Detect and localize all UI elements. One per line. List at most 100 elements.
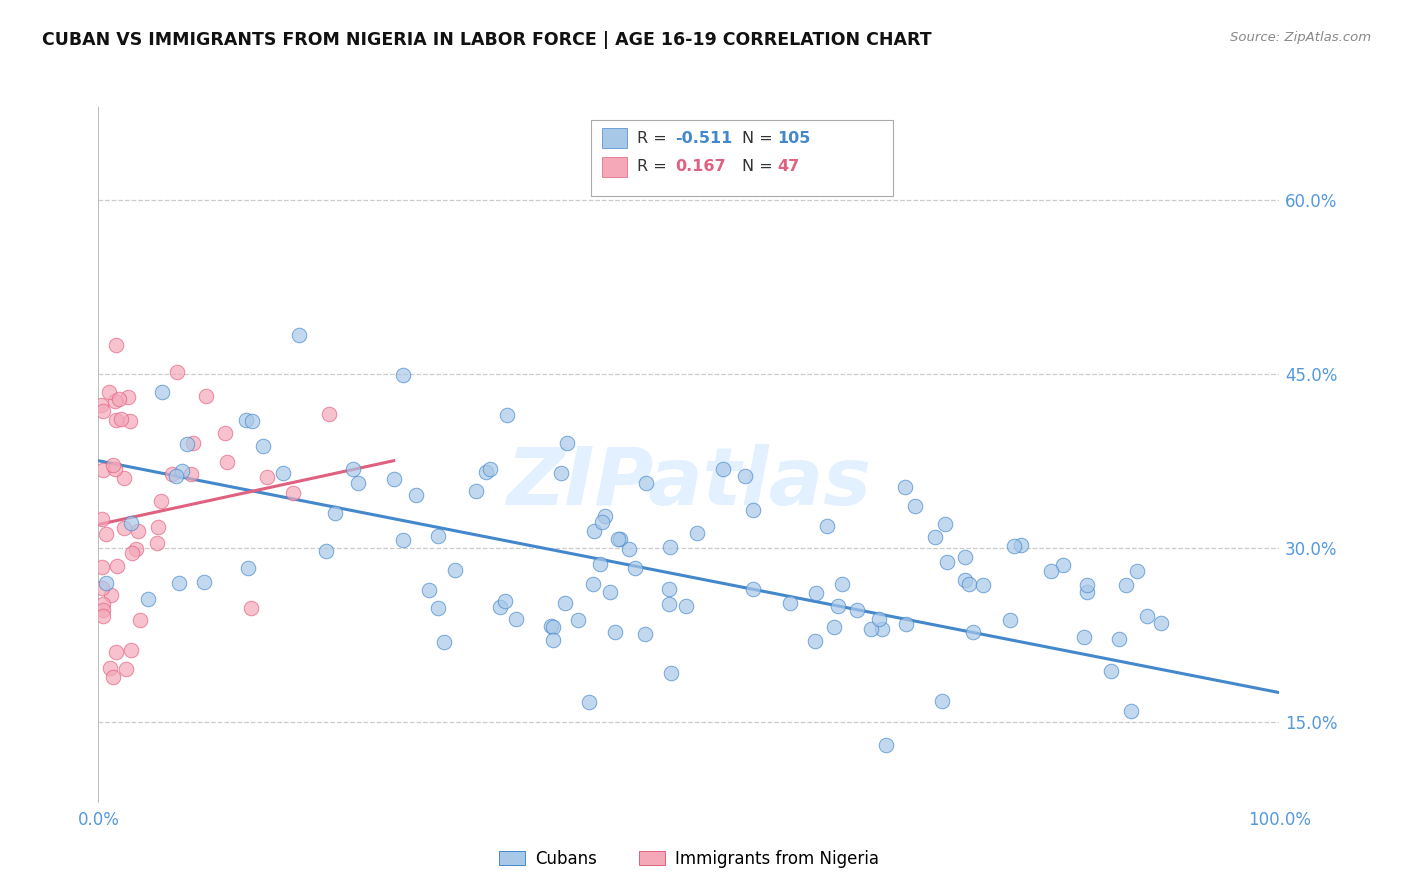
Point xyxy=(1039,564,1062,578)
Point xyxy=(495,408,517,422)
Point xyxy=(104,393,127,408)
Point xyxy=(845,603,868,617)
Point xyxy=(870,622,893,636)
Point xyxy=(658,597,681,611)
Point xyxy=(931,694,953,708)
Point xyxy=(894,480,917,494)
Point xyxy=(96,527,118,541)
Point xyxy=(91,603,114,617)
Point xyxy=(540,619,562,633)
Point xyxy=(240,414,263,428)
Text: ZIPatlas: ZIPatlas xyxy=(506,443,872,522)
Point xyxy=(215,455,238,469)
Point xyxy=(464,483,486,498)
Point xyxy=(924,529,946,543)
Text: R =: R = xyxy=(637,131,666,145)
Text: CUBAN VS IMMIGRANTS FROM NIGERIA IN LABOR FORCE | AGE 16-19 CORRELATION CHART: CUBAN VS IMMIGRANTS FROM NIGERIA IN LABO… xyxy=(42,31,932,49)
Text: -0.511: -0.511 xyxy=(675,131,733,145)
Point xyxy=(117,390,139,404)
Point xyxy=(315,544,337,558)
Legend: Cubans, Immigrants from Nigeria: Cubans, Immigrants from Nigeria xyxy=(492,843,886,874)
Point xyxy=(658,582,681,596)
Point xyxy=(675,599,697,614)
Point xyxy=(1076,578,1098,592)
Point xyxy=(955,549,977,564)
Point xyxy=(127,524,149,538)
Point xyxy=(894,617,917,632)
Point xyxy=(214,425,236,440)
Point xyxy=(505,612,527,626)
Point xyxy=(599,585,621,599)
Point xyxy=(806,585,828,599)
Point xyxy=(427,601,450,615)
Point xyxy=(593,508,616,523)
Point xyxy=(115,662,138,676)
Point xyxy=(550,466,572,480)
Point xyxy=(91,404,114,418)
Point xyxy=(741,503,763,517)
Point xyxy=(972,578,994,592)
Text: N =: N = xyxy=(742,131,773,145)
Point xyxy=(742,582,765,597)
Point xyxy=(98,385,121,400)
Text: N =: N = xyxy=(742,160,773,174)
Point xyxy=(1010,538,1032,552)
Point xyxy=(1099,664,1122,678)
Point xyxy=(180,467,202,481)
Point xyxy=(1073,631,1095,645)
Point xyxy=(384,472,406,486)
Point xyxy=(803,634,825,648)
Point xyxy=(288,328,311,343)
Point xyxy=(136,591,159,606)
Point xyxy=(582,577,605,591)
Point xyxy=(567,613,589,627)
Point xyxy=(686,526,709,541)
Point xyxy=(488,599,510,614)
Point xyxy=(827,599,849,613)
Text: 47: 47 xyxy=(778,160,800,174)
Point xyxy=(936,554,959,568)
Point xyxy=(240,601,263,615)
Text: R =: R = xyxy=(637,160,666,174)
Point xyxy=(194,389,217,403)
Point xyxy=(146,536,169,550)
Point xyxy=(433,635,456,649)
Point xyxy=(129,613,152,627)
Point xyxy=(962,624,984,639)
Point xyxy=(1076,585,1098,599)
Point xyxy=(105,645,128,659)
Text: 0.167: 0.167 xyxy=(675,160,725,174)
Point xyxy=(104,462,127,476)
Point xyxy=(121,546,143,560)
Point xyxy=(1126,564,1149,578)
Point xyxy=(100,588,122,602)
Point xyxy=(392,368,415,383)
Point xyxy=(659,665,682,680)
Point xyxy=(607,532,630,546)
Point xyxy=(541,620,564,634)
Point xyxy=(1150,615,1173,630)
Point xyxy=(235,413,257,427)
Point xyxy=(101,670,124,684)
Point xyxy=(94,575,117,590)
Point xyxy=(120,516,142,530)
Point xyxy=(166,365,188,379)
Point xyxy=(831,576,853,591)
Point xyxy=(238,560,260,574)
Point xyxy=(148,520,170,534)
Point xyxy=(405,488,427,502)
Point xyxy=(589,558,612,572)
Point xyxy=(1002,539,1025,553)
Point xyxy=(91,581,114,595)
Point xyxy=(711,462,734,476)
Point xyxy=(444,563,467,577)
Point xyxy=(105,413,128,427)
Point xyxy=(91,597,114,611)
Point xyxy=(110,411,132,425)
Point xyxy=(875,738,897,752)
Point xyxy=(1136,609,1159,624)
Point xyxy=(342,462,364,476)
Text: Source: ZipAtlas.com: Source: ZipAtlas.com xyxy=(1230,31,1371,45)
Point xyxy=(479,461,502,475)
Point xyxy=(167,575,190,590)
